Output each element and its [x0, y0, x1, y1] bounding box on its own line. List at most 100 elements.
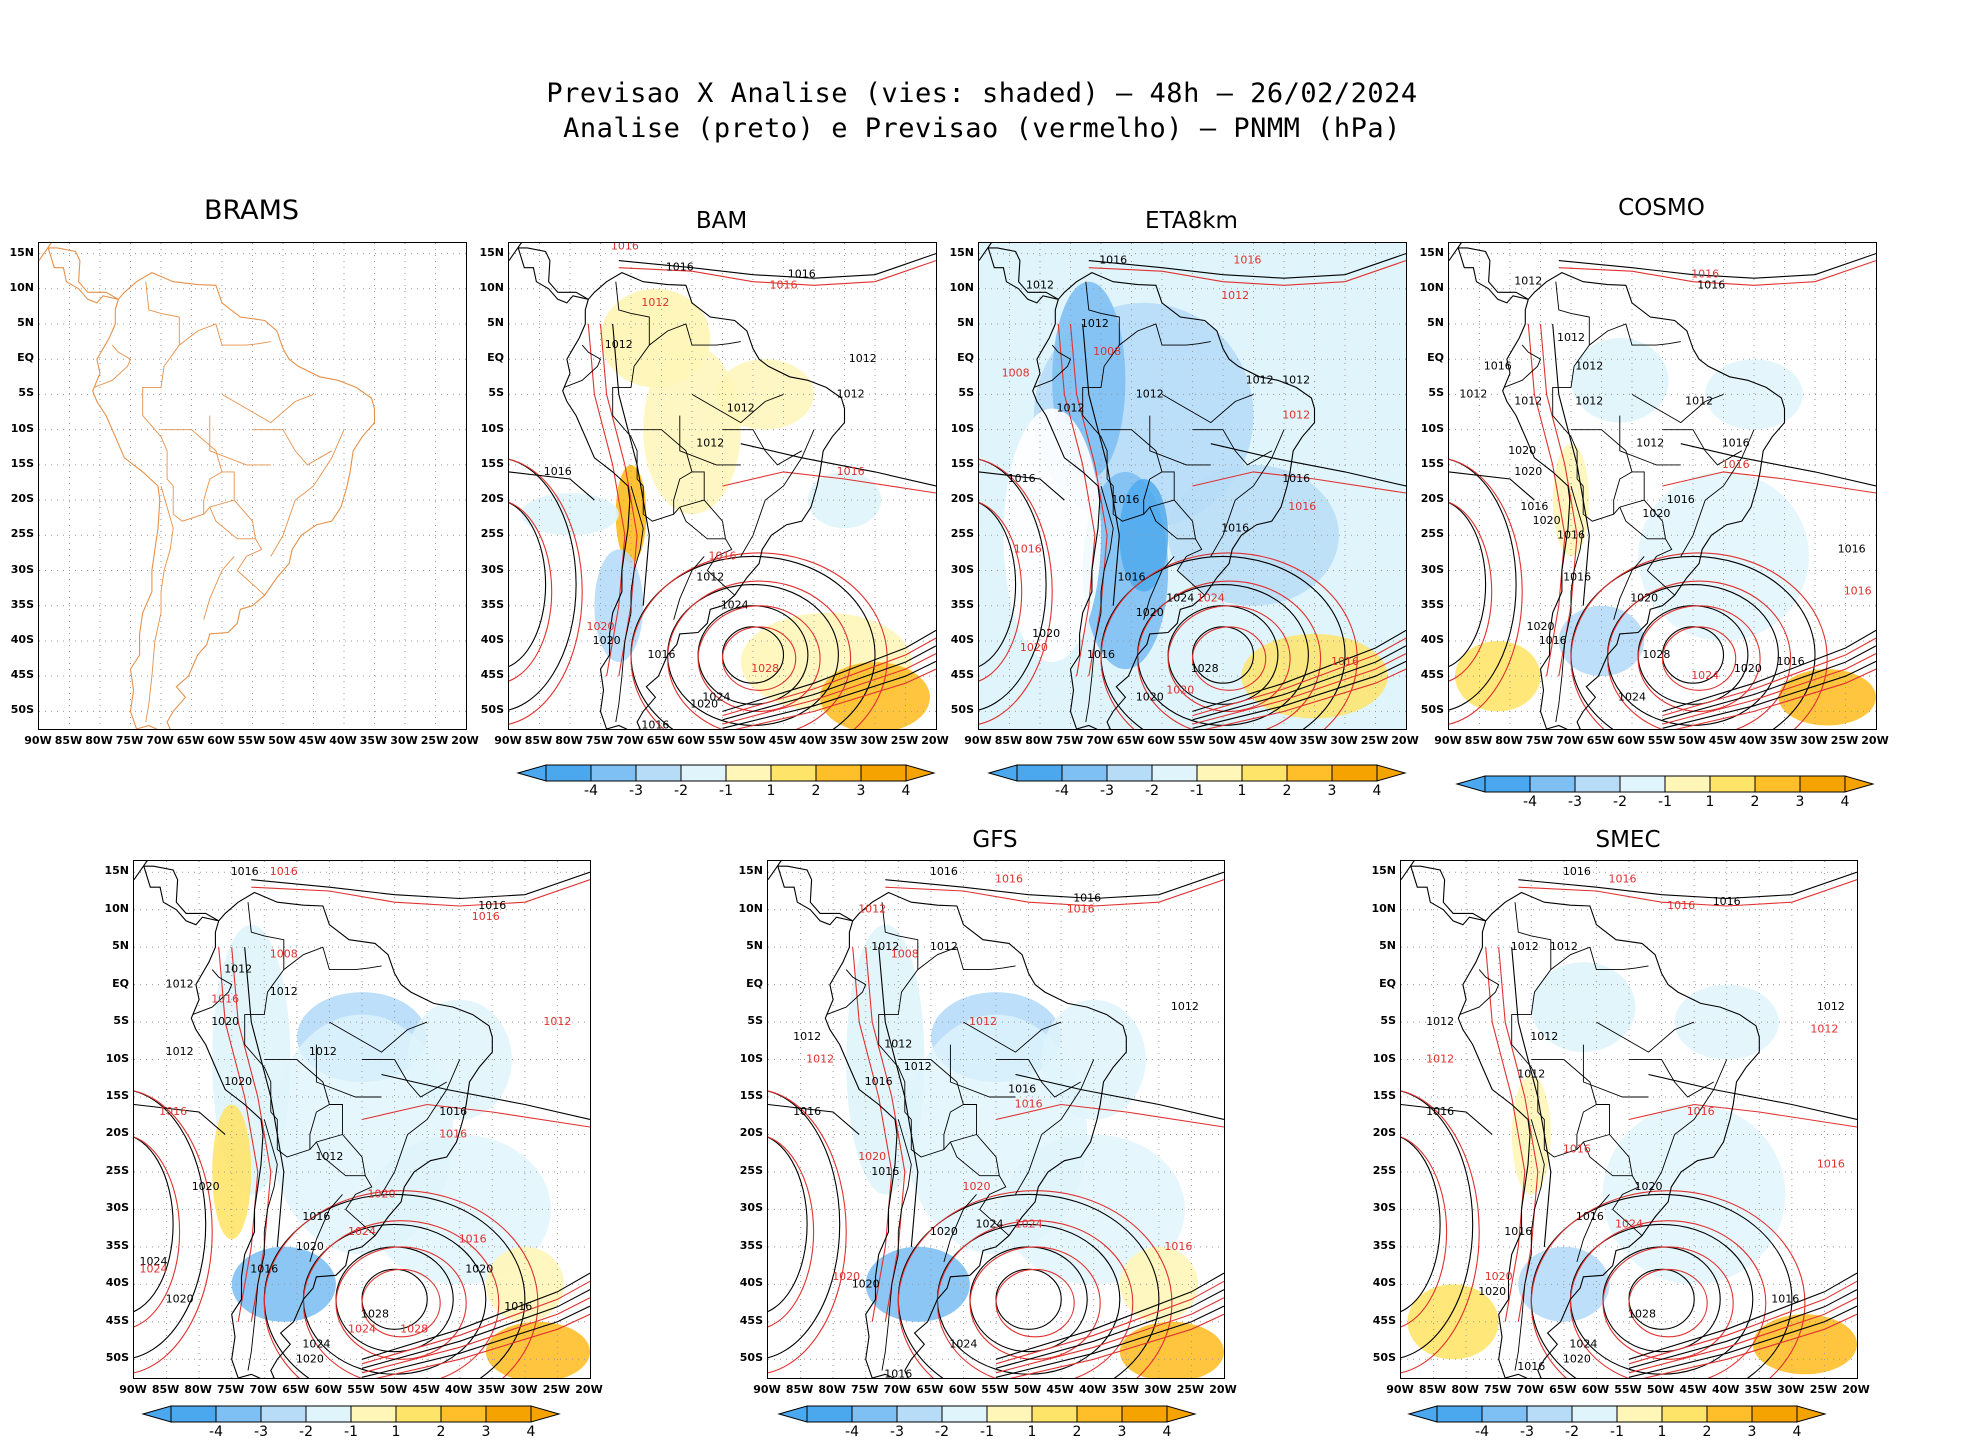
- analysis-contour-label: 1016: [1557, 528, 1585, 541]
- central-america-coast: [987, 247, 1059, 304]
- isobar-lines: [1449, 253, 1876, 729]
- latitude-label: 20S: [10, 492, 34, 506]
- latitude-label: 30S: [10, 562, 34, 576]
- panel-title: GFS: [972, 827, 1018, 853]
- country-border: [878, 1044, 977, 1158]
- colorbar-segment: [1121, 1405, 1168, 1423]
- latitude-label: 5N: [112, 939, 129, 953]
- colorbar-segment: [1799, 775, 1846, 793]
- longitude-label: 30W: [1144, 1383, 1172, 1396]
- colorbar-label: -3: [1568, 794, 1582, 810]
- forecast-isobar: [361, 1103, 590, 1128]
- analysis-isobar: [740, 443, 936, 487]
- bias-positive-area: [1778, 669, 1876, 726]
- longitude-label: 25W: [1809, 1383, 1838, 1396]
- colorbar-segment: [1574, 775, 1621, 793]
- forecast-isobar: [1628, 1280, 1857, 1365]
- country-border: [612, 323, 741, 416]
- forecast-isobar: [1401, 1090, 1480, 1374]
- country-border: [631, 429, 736, 596]
- colorbar-segment: [1706, 1405, 1753, 1423]
- latitude-label: 10N: [949, 280, 974, 294]
- analysis-isobar: [381, 1073, 590, 1121]
- latitude-label: EQ: [487, 351, 504, 365]
- analysis-isobar: [1628, 1289, 1857, 1369]
- analysis-contour-label: 1016: [250, 1262, 278, 1275]
- forecast-isobar: [995, 1297, 1224, 1374]
- colorbar-label: 1: [1237, 783, 1247, 799]
- country-border: [1662, 429, 1743, 466]
- analysis-contour-label: 1012: [793, 1030, 821, 1043]
- colorbar-segment: [305, 1405, 352, 1423]
- bias-negative-area: [1674, 984, 1779, 1060]
- forecast-isobar: [1009, 1313, 1224, 1378]
- analysis-contour-label: 1020: [224, 1075, 252, 1088]
- forecast-isobar: [1662, 653, 1876, 725]
- analysis-contour-label: 1024: [721, 599, 749, 612]
- forecast-contour-label: 1020: [963, 1180, 991, 1193]
- country-border: [691, 393, 784, 424]
- longitude-label: 30W: [510, 1383, 538, 1396]
- analysis-contour-label: 1016: [1771, 1292, 1799, 1305]
- longitude-label: 60W: [1147, 734, 1175, 747]
- forecast-isobar: [1192, 637, 1406, 717]
- colorbar-left-arrow: [987, 764, 1018, 782]
- latitude-label: 35S: [950, 597, 974, 611]
- latitude-label: 15S: [739, 1089, 763, 1103]
- bias-negative-area: [521, 493, 619, 536]
- country-border: [1015, 1059, 1095, 1195]
- analysis-contour-label: 1016: [1838, 542, 1866, 555]
- colorbar: -4 -3 -2 -1 1 2 3 4: [141, 1404, 561, 1456]
- country-border: [1210, 429, 1285, 557]
- forecast-isobar: [1539, 323, 1578, 677]
- colorbar-label: 2: [1072, 1424, 1082, 1440]
- central-america-coast: [47, 247, 119, 304]
- colorbar-segment: [1481, 1405, 1528, 1423]
- forecast-isobar: [1628, 1268, 1708, 1338]
- country-border: [309, 1194, 343, 1263]
- colorbar-segment: [1754, 775, 1801, 793]
- bias-positive-area: [212, 1104, 252, 1240]
- longitude-label: 45W: [1046, 1383, 1074, 1396]
- analysis-contour-label: 1020: [465, 1262, 493, 1275]
- analysis-isobar: [509, 458, 577, 711]
- forecast-contour-label: 1016: [611, 243, 639, 253]
- colorbar-segment: [986, 1405, 1033, 1423]
- forecast-contour-label: 1020: [1485, 1270, 1513, 1283]
- colorbar-label: 1: [1027, 1424, 1037, 1440]
- forecast-isobar: [995, 1103, 1224, 1128]
- colorbar-label: 2: [811, 783, 821, 799]
- analysis-isobar: [1449, 458, 1517, 711]
- analysis-contour-label: 1024: [1618, 690, 1646, 703]
- analysis-isobar: [134, 1103, 226, 1135]
- longitude-label: 80W: [555, 734, 583, 747]
- country-border: [1085, 281, 1120, 346]
- panel-title: BRAMS: [203, 195, 300, 226]
- forecast-isobar: [1637, 605, 1761, 712]
- longitude-label: 65W: [1586, 734, 1615, 747]
- colorbar-segment: [1016, 764, 1063, 782]
- colorbar-label: -3: [1100, 783, 1114, 799]
- analysis-contour-label: 1012: [1136, 387, 1164, 400]
- analysis-contour-label: 1012: [1817, 1000, 1845, 1013]
- colorbar-label: 4: [526, 1424, 536, 1440]
- analysis-contour-label: 1012: [1530, 1030, 1558, 1043]
- analysis-contour-label: 1020: [1563, 1352, 1591, 1365]
- country-border: [1459, 969, 1500, 1016]
- forecast-isobar: [1069, 323, 1108, 677]
- colorbar-segment: [590, 764, 637, 782]
- forecast-contour-label: 1016: [1563, 1143, 1591, 1156]
- country-border: [1582, 1044, 1649, 1098]
- bias-negative-area: [1602, 1104, 1786, 1285]
- colorbar-label: 3: [481, 1424, 491, 1440]
- colorbar-label: 1: [1657, 1424, 1667, 1440]
- forecast-isobar: [361, 1297, 590, 1374]
- forecast-isobar: [1485, 947, 1526, 1322]
- longitude-label: 40W: [799, 734, 827, 747]
- analysis-contour-label: 1016: [1484, 359, 1512, 372]
- latitude-label: 50S: [739, 1351, 763, 1365]
- central-america-coast: [1449, 243, 1462, 261]
- analysis-contour-label: 1020: [852, 1277, 880, 1290]
- analysis-contour-label: 1016: [1099, 254, 1127, 267]
- analysis-contour-label: 1020: [166, 1292, 194, 1305]
